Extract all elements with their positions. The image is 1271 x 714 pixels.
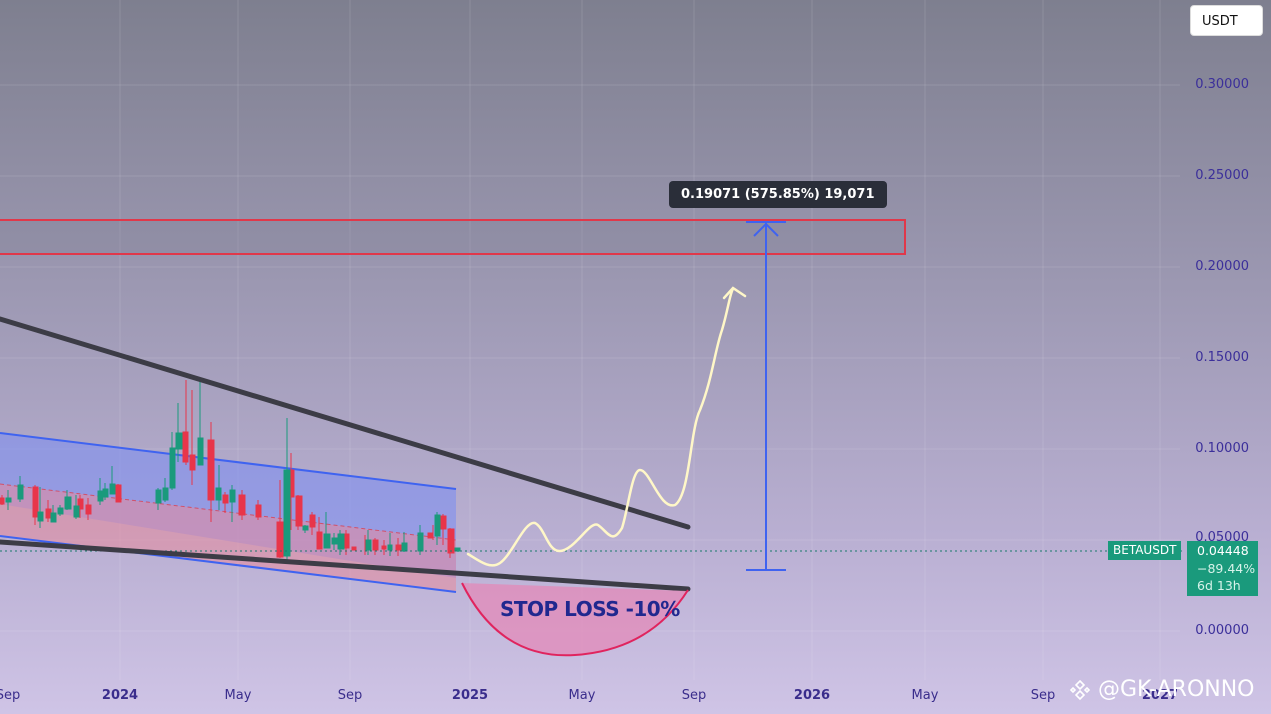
time-label: 2027	[1141, 688, 1179, 703]
time-label: 2026	[793, 688, 831, 703]
price-label: 0.00000	[1195, 623, 1249, 638]
upper-wedge-trendline[interactable]	[0, 316, 691, 530]
price-label: 0.30000	[1195, 77, 1249, 92]
candlesticks	[0, 378, 461, 560]
currency-button[interactable]: USDT	[1190, 5, 1263, 36]
price-label: 0.20000	[1195, 259, 1249, 274]
watermark-text: @GK-ARONNO	[1098, 677, 1255, 702]
time-label: Sep	[0, 688, 21, 703]
stop-loss-arc-outline	[461, 582, 689, 657]
time-label: Sep	[337, 688, 363, 703]
projection-path[interactable]	[466, 287, 735, 567]
time-label: Sep	[1030, 688, 1056, 703]
price-change-value: −89.44%	[1197, 560, 1256, 576]
stop-loss-label: STOP LOSS -10%	[500, 597, 680, 621]
watermark: @GK-ARONNO	[1068, 677, 1255, 702]
price-label: 0.25000	[1195, 168, 1249, 183]
symbol-tag: BETAUSDT	[1108, 541, 1182, 560]
lower-wedge-trendline[interactable]	[0, 539, 691, 592]
target-zone-box[interactable]	[0, 219, 906, 255]
time-label: May	[224, 688, 252, 703]
time-label: May	[568, 688, 596, 703]
current-price-tag: 0.04448 −89.44% 6d 13h	[1187, 541, 1258, 596]
price-label: 0.15000	[1195, 350, 1249, 365]
price-label: 0.10000	[1195, 441, 1249, 456]
time-label: Sep	[681, 688, 707, 703]
time-label: 2025	[451, 688, 489, 703]
channel-top-line[interactable]	[0, 432, 457, 490]
measurement-tool[interactable]	[746, 221, 786, 571]
grid-lines	[0, 0, 1180, 680]
current-price-value: 0.04448	[1197, 543, 1249, 558]
projection-arrowhead-icon	[722, 286, 747, 300]
stop-loss-arc[interactable]	[462, 583, 688, 656]
binance-logo-icon	[1069, 679, 1091, 700]
measurement-label: 0.19071 (575.85%) 19,071	[669, 181, 887, 208]
time-label: 2024	[101, 688, 139, 703]
bar-countdown: 6d 13h	[1197, 578, 1241, 593]
time-label: May	[911, 688, 939, 703]
